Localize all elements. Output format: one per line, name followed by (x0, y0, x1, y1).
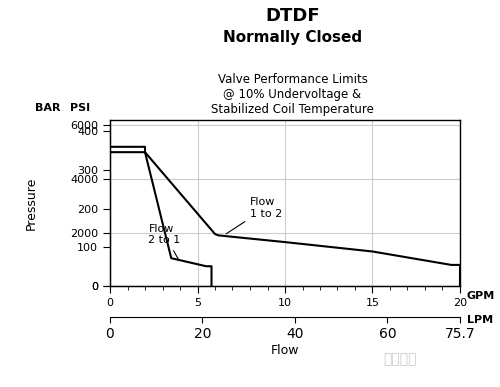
Text: LPM: LPM (467, 315, 493, 325)
Text: Flow
2 to 1: Flow 2 to 1 (148, 224, 181, 260)
Text: Flow
1 to 2: Flow 1 to 2 (226, 197, 282, 234)
Text: PSI: PSI (70, 103, 90, 113)
Text: BAR: BAR (35, 103, 60, 113)
Text: Normally Closed: Normally Closed (223, 29, 362, 45)
Text: 汇荣流体: 汇荣流体 (384, 352, 417, 366)
Text: GPM: GPM (467, 291, 495, 301)
X-axis label: Flow: Flow (271, 344, 299, 357)
Text: Valve Performance Limits
@ 10% Undervoltage &
Stabilized Coil Temperature: Valve Performance Limits @ 10% Undervolt… (211, 73, 374, 116)
Text: DTDF: DTDF (265, 7, 320, 25)
Y-axis label: Pressure: Pressure (25, 176, 38, 230)
